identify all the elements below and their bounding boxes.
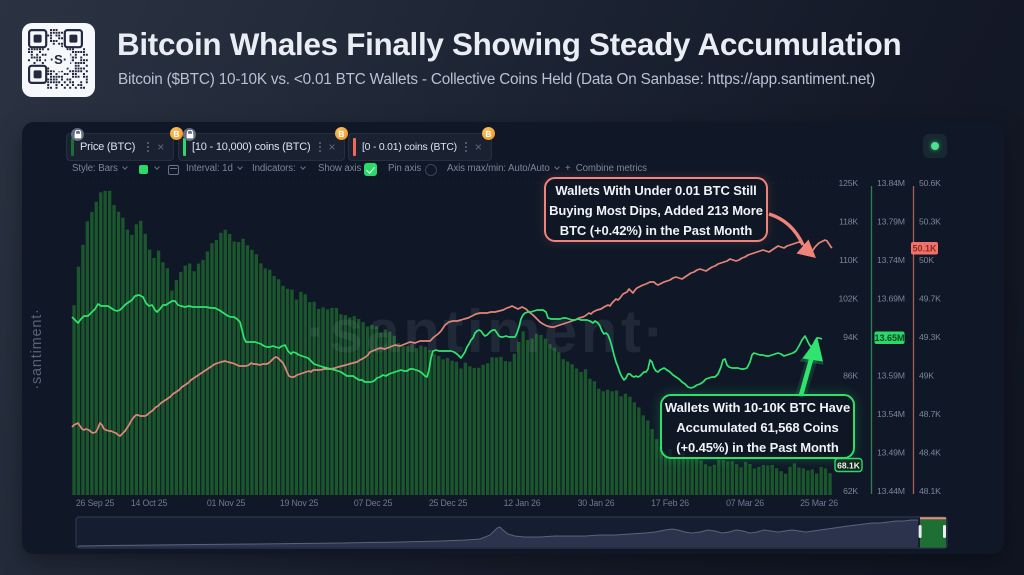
- svg-text:48.4K: 48.4K: [919, 448, 941, 458]
- svg-text:94K: 94K: [843, 332, 858, 342]
- svg-text:13.59M: 13.59M: [877, 371, 905, 381]
- svg-text:13.84M: 13.84M: [877, 178, 905, 188]
- svg-text:86K: 86K: [843, 371, 858, 381]
- svg-text:14 Oct 25: 14 Oct 25: [131, 498, 168, 508]
- svg-text:25 Dec 25: 25 Dec 25: [429, 498, 468, 508]
- svg-text:26 Sep 25: 26 Sep 25: [76, 498, 115, 508]
- svg-text:102K: 102K: [839, 294, 859, 304]
- svg-text:48.7K: 48.7K: [919, 409, 941, 419]
- svg-text:110K: 110K: [839, 255, 858, 265]
- svg-text:50K: 50K: [919, 255, 934, 265]
- svg-text:13.54M: 13.54M: [877, 409, 905, 419]
- svg-text:49.3K: 49.3K: [919, 332, 941, 342]
- svg-text:07 Dec 25: 07 Dec 25: [354, 498, 393, 508]
- svg-text:49.7K: 49.7K: [919, 294, 941, 304]
- svg-text:49K: 49K: [919, 371, 934, 381]
- svg-text:62K: 62K: [843, 486, 858, 496]
- svg-text:13.44M: 13.44M: [877, 486, 905, 496]
- svg-text:13.49M: 13.49M: [877, 448, 905, 458]
- svg-text:19 Nov 25: 19 Nov 25: [280, 498, 319, 508]
- svg-text:50.3K: 50.3K: [919, 217, 941, 227]
- svg-text:17 Feb 26: 17 Feb 26: [651, 498, 689, 508]
- svg-text:13.69M: 13.69M: [877, 294, 905, 304]
- svg-text:48.1K: 48.1K: [919, 486, 941, 496]
- svg-text:07 Mar 26: 07 Mar 26: [726, 498, 764, 508]
- svg-text:30 Jan 26: 30 Jan 26: [578, 498, 615, 508]
- svg-text:50.6K: 50.6K: [919, 178, 941, 188]
- svg-text:125K: 125K: [839, 178, 859, 188]
- svg-text:13.65M: 13.65M: [874, 333, 904, 343]
- svg-text:118K: 118K: [839, 217, 858, 227]
- svg-text:13.79M: 13.79M: [877, 217, 905, 227]
- svg-text:25 Mar 26: 25 Mar 26: [800, 498, 838, 508]
- svg-text:68.1K: 68.1K: [837, 460, 861, 470]
- svg-text:·S·: ·S·: [50, 52, 67, 67]
- svg-text:01 Nov 25: 01 Nov 25: [207, 498, 246, 508]
- svg-text:12 Jan 26: 12 Jan 26: [504, 498, 541, 508]
- svg-text:13.74M: 13.74M: [877, 255, 905, 265]
- svg-text:50.1K: 50.1K: [912, 244, 937, 254]
- svg-text:·santiment·: ·santiment·: [29, 308, 45, 389]
- svg-text:·santiment·: ·santiment·: [306, 298, 668, 365]
